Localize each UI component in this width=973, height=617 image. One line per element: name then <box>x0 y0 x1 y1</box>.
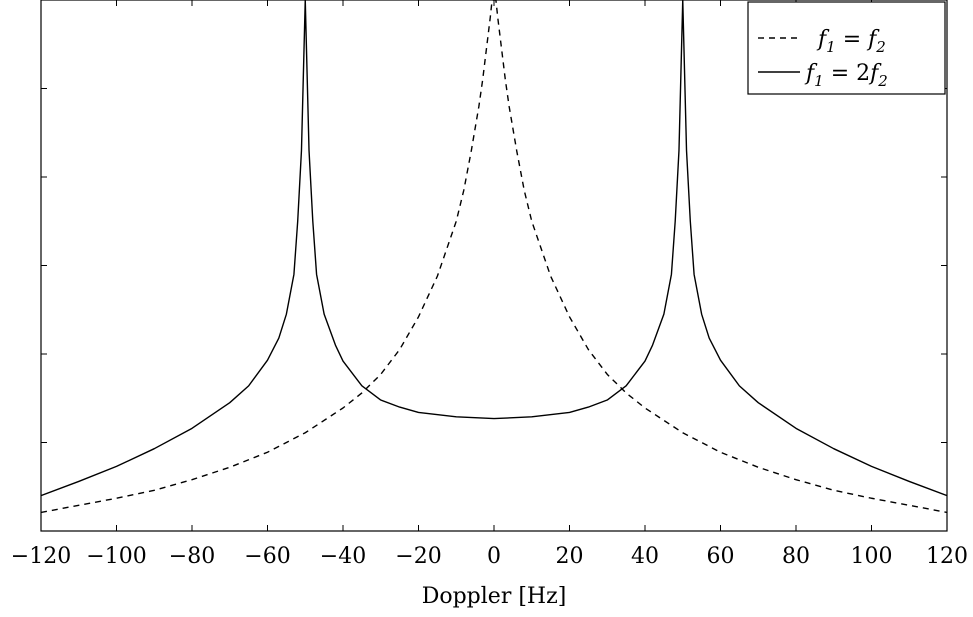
legend-box <box>747 1 946 95</box>
legend-label-f1-eq-2f2: f1 = 2f2 <box>804 61 888 90</box>
x-tick-label: −60 <box>244 544 290 569</box>
series-f1-eq-2f2 <box>41 0 947 497</box>
x-tick-label: −80 <box>169 544 215 569</box>
x-tick-label: −20 <box>395 544 441 569</box>
x-tick-label: 100 <box>851 544 893 569</box>
x-tick-label: −100 <box>86 544 146 569</box>
x-tick-label: 0 <box>487 544 501 569</box>
x-tick-label: 80 <box>782 544 810 569</box>
x-tick-label: −40 <box>320 544 366 569</box>
x-tick-label: 40 <box>631 544 659 569</box>
x-tick-label: 120 <box>926 544 968 569</box>
legend-label-f1-eq-f2: f1 = f2 <box>816 27 886 56</box>
x-tick-label: 20 <box>556 544 584 569</box>
axis-layer: −120 −100 −80 −60 −40 −20 0 20 40 60 80 100 120 Doppl… <box>11 0 968 609</box>
series-f1-eq-f2 <box>41 0 947 514</box>
legend: f1 = f2 f1 = 2f2 <box>747 1 946 95</box>
series-layer <box>41 0 947 514</box>
x-tick-label: −120 <box>11 544 71 569</box>
x-tick-label: 60 <box>707 544 735 569</box>
x-axis-label: Doppler [Hz] <box>422 584 567 609</box>
